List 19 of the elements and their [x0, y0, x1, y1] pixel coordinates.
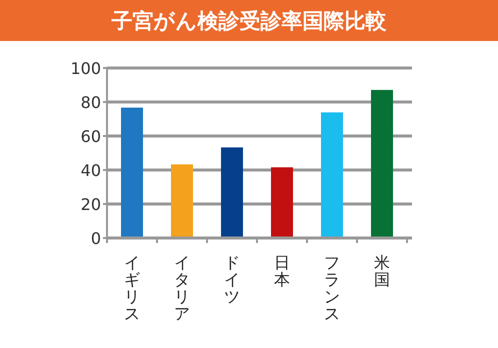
chart-title: 子宮がん検診受診率国際比較: [110, 9, 388, 33]
bar: [371, 90, 393, 238]
y-tick-label: 100: [70, 59, 101, 78]
y-tick-label: 80: [80, 93, 101, 112]
x-tick-label: イタリア: [174, 253, 190, 323]
bar: [321, 112, 343, 238]
x-tick-label: 日本: [274, 253, 290, 289]
x-tick-label: ドイツ: [224, 253, 240, 306]
y-tick-label: 60: [80, 127, 101, 146]
y-tick-label: 40: [80, 161, 101, 180]
y-tick-label: 0: [90, 229, 101, 248]
bar: [271, 167, 293, 238]
bar: [121, 108, 143, 238]
y-tick-label: 20: [80, 195, 101, 214]
x-tick-label: フランス: [324, 253, 340, 323]
bar: [221, 147, 243, 238]
x-tick-label: 米国: [374, 253, 390, 289]
bar: [171, 164, 193, 238]
x-tick-label: イギリス: [124, 253, 140, 323]
